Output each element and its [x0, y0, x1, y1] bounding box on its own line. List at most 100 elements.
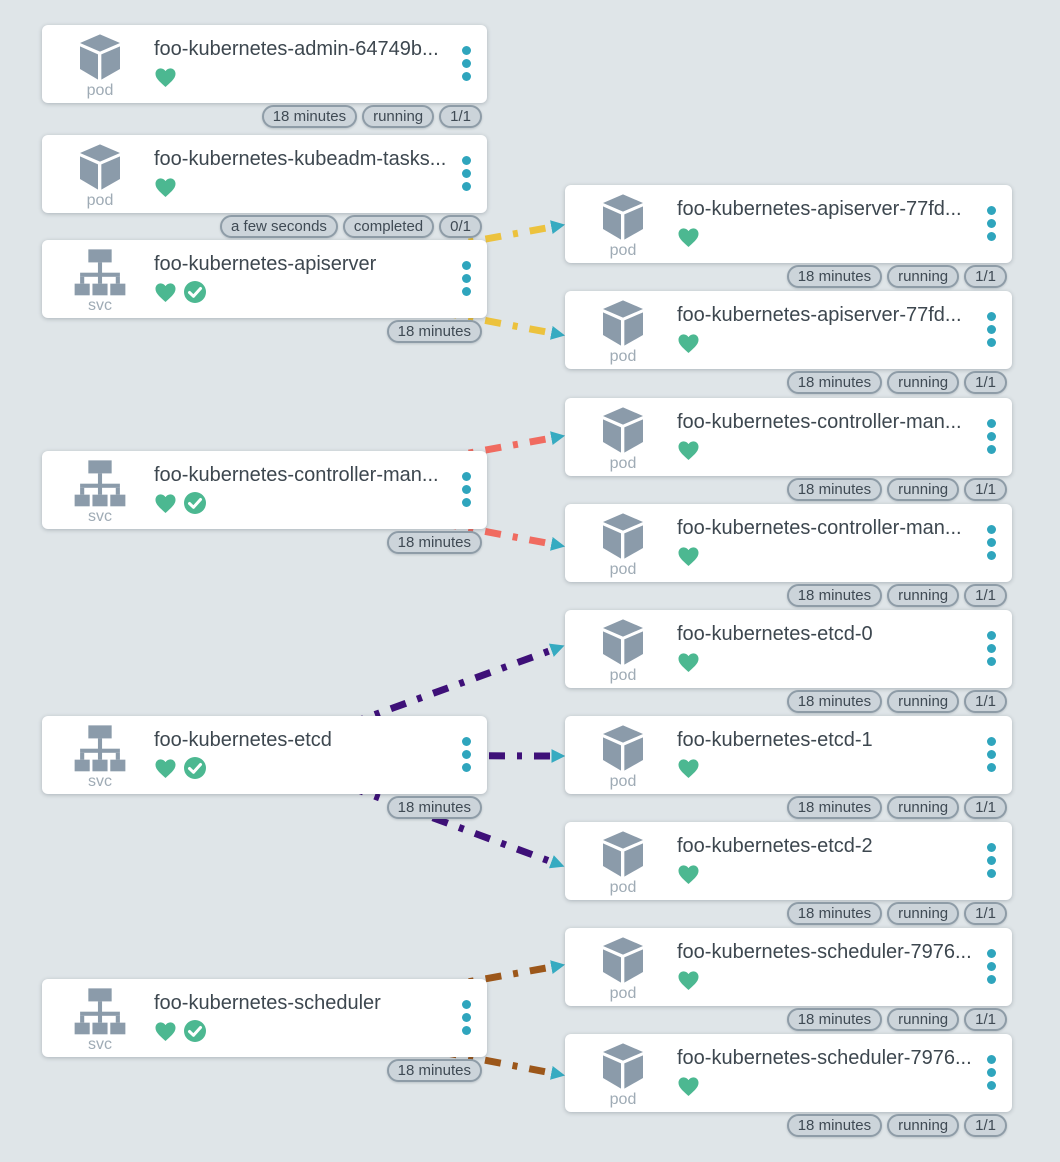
service-tree-icon: [69, 724, 131, 772]
health-heart-icon: [677, 1076, 700, 1097]
status-badge: completed: [342, 215, 435, 238]
kebab-menu-icon[interactable]: [986, 525, 996, 560]
age-badge: 18 minutes: [386, 1059, 482, 1082]
ok-check-icon: [183, 280, 207, 304]
pod-cube-icon: [592, 193, 654, 241]
node-title: foo-kubernetes-controller-man...: [677, 517, 962, 539]
health-heart-icon: [677, 652, 700, 673]
kebab-menu-icon[interactable]: [986, 631, 996, 666]
node-title: foo-kubernetes-controller-man...: [677, 411, 962, 433]
card-pod-controller-manager-2[interactable]: pod foo-kubernetes-controller-man... 18 …: [565, 504, 1012, 607]
kebab-menu-icon[interactable]: [986, 312, 996, 347]
pod-cube-icon: [592, 512, 654, 560]
node-title: foo-kubernetes-scheduler-7976...: [677, 1047, 972, 1069]
card-pod-kubeadm-tasks[interactable]: pod foo-kubernetes-kubeadm-tasks... a fe…: [42, 135, 487, 238]
health-heart-icon: [154, 282, 177, 303]
node-title: foo-kubernetes-controller-man...: [154, 464, 439, 486]
card-pod-apiserver-2[interactable]: pod foo-kubernetes-apiserver-77fd... 18 …: [565, 291, 1012, 394]
health-heart-icon: [677, 333, 700, 354]
kebab-menu-icon[interactable]: [986, 419, 996, 454]
ready-badge: 1/1: [964, 265, 1007, 288]
kebab-menu-icon[interactable]: [986, 206, 996, 241]
health-heart-icon: [154, 67, 177, 88]
kebab-menu-icon[interactable]: [461, 46, 471, 81]
node-kind-label: svc: [88, 773, 112, 790]
card-svc-scheduler[interactable]: svc foo-kubernetes-scheduler 18 minutes: [42, 979, 487, 1082]
kebab-menu-icon[interactable]: [461, 1000, 471, 1035]
age-badge: 18 minutes: [786, 1008, 883, 1031]
pod-cube-icon: [69, 143, 131, 191]
ready-badge: 0/1: [439, 215, 482, 238]
age-badge: 18 minutes: [386, 320, 482, 343]
node-title: foo-kubernetes-etcd-2: [677, 835, 873, 857]
kebab-menu-icon[interactable]: [461, 156, 471, 191]
pod-cube-icon: [69, 33, 131, 81]
card-pod-etcd-0[interactable]: pod foo-kubernetes-etcd-0 18 minutes run…: [565, 610, 1012, 713]
status-badge: running: [887, 1114, 960, 1137]
card-svc-controller-manager[interactable]: svc foo-kubernetes-controller-man... 18 …: [42, 451, 487, 554]
ready-badge: 1/1: [964, 478, 1007, 501]
card-pod-etcd-1[interactable]: pod foo-kubernetes-etcd-1 18 minutes run…: [565, 716, 1012, 819]
pod-cube-icon: [592, 936, 654, 984]
node-title: foo-kubernetes-etcd: [154, 729, 332, 751]
node-kind-label: pod: [609, 1091, 637, 1108]
age-badge: 18 minutes: [786, 584, 883, 607]
kebab-menu-icon[interactable]: [986, 843, 996, 878]
ready-badge: 1/1: [964, 371, 1007, 394]
health-heart-icon: [154, 493, 177, 514]
kebab-menu-icon[interactable]: [461, 261, 471, 296]
health-heart-icon: [677, 970, 700, 991]
age-badge: 18 minutes: [786, 902, 883, 925]
card-pod-etcd-2[interactable]: pod foo-kubernetes-etcd-2 18 minutes run…: [565, 822, 1012, 925]
age-badge: 18 minutes: [386, 531, 482, 554]
kebab-menu-icon[interactable]: [461, 472, 471, 507]
ready-badge: 1/1: [964, 584, 1007, 607]
status-badge: running: [887, 478, 960, 501]
node-title: foo-kubernetes-kubeadm-tasks...: [154, 148, 447, 170]
node-title: foo-kubernetes-etcd-1: [677, 729, 873, 751]
card-pod-scheduler-1[interactable]: pod foo-kubernetes-scheduler-7976... 18 …: [565, 928, 1012, 1031]
card-svc-apiserver[interactable]: svc foo-kubernetes-apiserver 18 minutes: [42, 240, 487, 343]
node-kind-label: pod: [609, 879, 637, 896]
kebab-menu-icon[interactable]: [986, 737, 996, 772]
status-badge: running: [887, 371, 960, 394]
health-heart-icon: [677, 440, 700, 461]
age-badge: 18 minutes: [786, 690, 883, 713]
status-badge: running: [887, 265, 960, 288]
health-heart-icon: [154, 758, 177, 779]
ready-badge: 1/1: [964, 1114, 1007, 1137]
card-pod-scheduler-2[interactable]: pod foo-kubernetes-scheduler-7976... 18 …: [565, 1034, 1012, 1137]
card-pod-controller-manager-1[interactable]: pod foo-kubernetes-controller-man... 18 …: [565, 398, 1012, 501]
card-pod-apiserver-1[interactable]: pod foo-kubernetes-apiserver-77fd... 18 …: [565, 185, 1012, 288]
service-tree-icon: [69, 459, 131, 507]
ready-badge: 1/1: [964, 902, 1007, 925]
health-heart-icon: [677, 227, 700, 248]
node-kind-label: svc: [88, 297, 112, 314]
ok-check-icon: [183, 1019, 207, 1043]
node-kind-label: pod: [609, 773, 637, 790]
kebab-menu-icon[interactable]: [986, 1055, 996, 1090]
node-title: foo-kubernetes-apiserver-77fd...: [677, 304, 962, 326]
health-heart-icon: [154, 1021, 177, 1042]
pod-cube-icon: [592, 1042, 654, 1090]
kebab-menu-icon[interactable]: [986, 949, 996, 984]
node-kind-label: pod: [609, 348, 637, 365]
pod-cube-icon: [592, 406, 654, 454]
status-badge: running: [887, 584, 960, 607]
kebab-menu-icon[interactable]: [461, 737, 471, 772]
ok-check-icon: [183, 756, 207, 780]
age-badge: 18 minutes: [261, 105, 358, 128]
pod-cube-icon: [592, 618, 654, 666]
node-title: foo-kubernetes-scheduler-7976...: [677, 941, 972, 963]
health-heart-icon: [677, 546, 700, 567]
card-svc-etcd[interactable]: svc foo-kubernetes-etcd 18 minutes: [42, 716, 487, 819]
status-badge: running: [362, 105, 435, 128]
service-tree-icon: [69, 248, 131, 296]
card-pod-admin[interactable]: pod foo-kubernetes-admin-64749b... 18 mi…: [42, 25, 487, 128]
age-badge: 18 minutes: [786, 796, 883, 819]
health-heart-icon: [154, 177, 177, 198]
status-badge: running: [887, 690, 960, 713]
node-kind-label: svc: [88, 508, 112, 525]
node-kind-label: pod: [86, 192, 114, 209]
